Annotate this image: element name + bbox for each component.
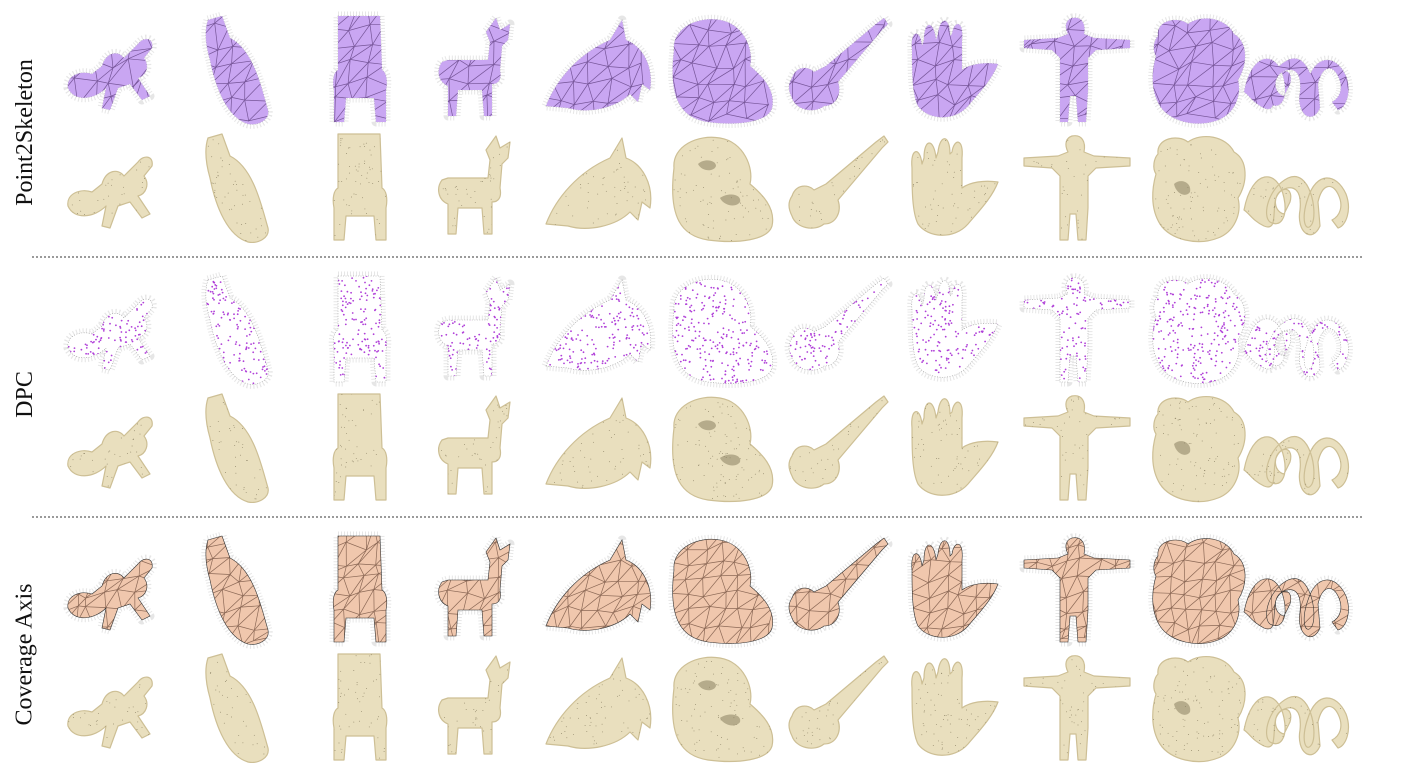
chair-surface [298, 648, 418, 768]
row-label-point2skeleton: Point2Skeleton [11, 58, 38, 206]
holed-blob-skeleton [658, 530, 778, 650]
dolphin-surface [538, 128, 658, 248]
ant-skeleton [58, 530, 178, 650]
human-skeleton [1018, 270, 1138, 390]
spiral-skeleton [1238, 10, 1358, 130]
hand-surface [898, 388, 1018, 508]
teddy-surface [1138, 388, 1258, 508]
hand-surface [898, 128, 1018, 248]
holed-blob-skeleton [658, 10, 778, 130]
deer-surface [418, 128, 538, 248]
hand-skeleton [898, 270, 1018, 390]
teddy-skeleton [1138, 10, 1258, 130]
holed-blob-skeleton [658, 270, 778, 390]
dolphin-surface [538, 648, 658, 768]
chair-surface [298, 128, 418, 248]
bottle-skeleton [178, 270, 298, 390]
ant-surface [58, 388, 178, 508]
human-skeleton [1018, 10, 1138, 130]
dolphin-skeleton [538, 530, 658, 650]
chair-surface [298, 388, 418, 508]
dolphin-skeleton [538, 10, 658, 130]
row-label-coverage-axis: Coverage Axis [11, 583, 38, 725]
spiral-skeleton [1238, 270, 1358, 390]
bottle-skeleton [178, 530, 298, 650]
spiral-surface [1238, 388, 1358, 508]
guitar-surface [778, 128, 898, 248]
bottle-surface [178, 648, 298, 768]
guitar-surface [778, 648, 898, 768]
hand-skeleton [898, 530, 1018, 650]
deer-skeleton [418, 10, 538, 130]
human-surface [1018, 648, 1138, 768]
teddy-surface [1138, 648, 1258, 768]
bottle-surface [178, 388, 298, 508]
guitar-skeleton [778, 530, 898, 650]
bottle-surface [178, 128, 298, 248]
human-surface [1018, 388, 1138, 508]
row-label-dpc: DPC [11, 370, 38, 418]
deer-surface [418, 648, 538, 768]
row-separator [32, 256, 1362, 258]
chair-skeleton [298, 530, 418, 650]
guitar-skeleton [778, 10, 898, 130]
deer-surface [418, 388, 538, 508]
row-separator [32, 516, 1362, 518]
hand-surface [898, 648, 1018, 768]
ant-surface [58, 128, 178, 248]
spiral-surface [1238, 128, 1358, 248]
ant-skeleton [58, 10, 178, 130]
holed-blob-surface [658, 388, 778, 508]
teddy-surface [1138, 128, 1258, 248]
bottle-skeleton [178, 10, 298, 130]
dolphin-skeleton [538, 270, 658, 390]
dolphin-surface [538, 388, 658, 508]
teddy-skeleton [1138, 270, 1258, 390]
hand-skeleton [898, 10, 1018, 130]
human-surface [1018, 128, 1138, 248]
deer-skeleton [418, 530, 538, 650]
spiral-skeleton [1238, 530, 1358, 650]
ant-surface [58, 648, 178, 768]
chair-skeleton [298, 270, 418, 390]
guitar-skeleton [778, 270, 898, 390]
teddy-skeleton [1138, 530, 1258, 650]
spiral-surface [1238, 648, 1358, 768]
ant-skeleton [58, 270, 178, 390]
deer-skeleton [418, 270, 538, 390]
holed-blob-surface [658, 648, 778, 768]
guitar-surface [778, 388, 898, 508]
holed-blob-surface [658, 128, 778, 248]
chair-skeleton [298, 10, 418, 130]
human-skeleton [1018, 530, 1138, 650]
